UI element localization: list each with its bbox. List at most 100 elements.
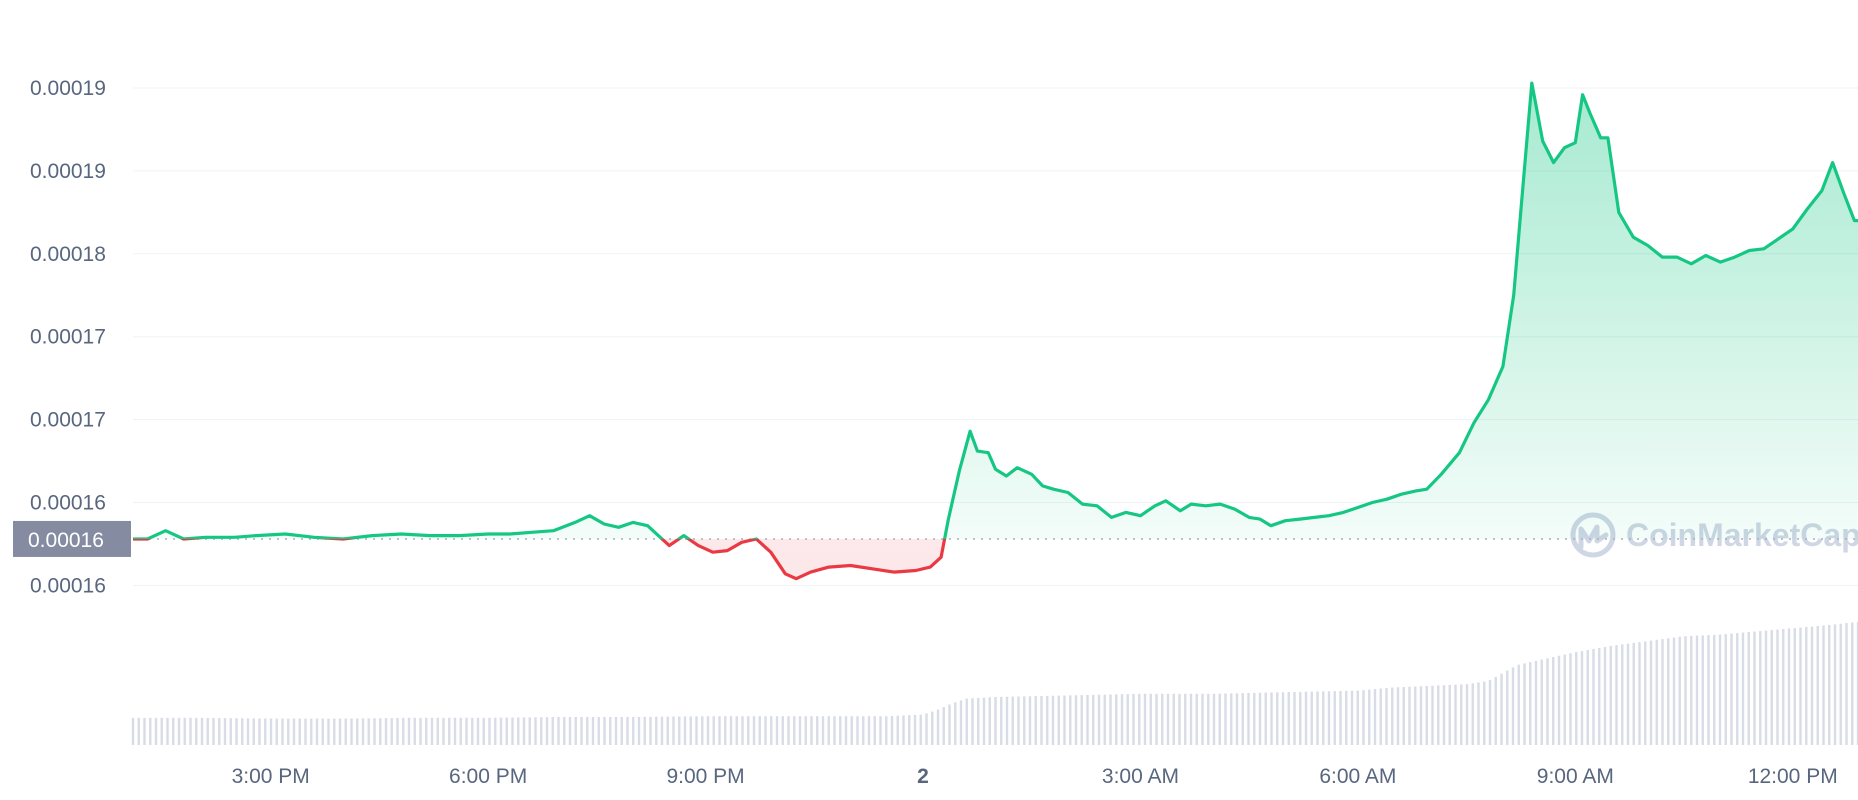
y-tick-label: 0.00016 <box>30 491 106 514</box>
volume-bar <box>1138 693 1141 745</box>
volume-bar <box>1488 680 1492 745</box>
volume-bar <box>1494 676 1497 745</box>
volume-bar <box>1523 663 1526 745</box>
volume-bar <box>379 718 382 745</box>
volume-bar <box>1201 693 1204 745</box>
x-tick-label: 3:00 PM <box>232 765 310 788</box>
volume-bar <box>1649 640 1653 745</box>
volume-bar <box>1759 631 1762 745</box>
volume-bar <box>373 718 376 745</box>
volume-bar <box>568 717 572 745</box>
volume-bar <box>1126 694 1129 745</box>
volume-bar <box>189 717 192 745</box>
y-tick-label: 0.00018 <box>30 243 106 266</box>
volume-bar <box>1184 693 1187 745</box>
line-above-baseline <box>133 81 1858 539</box>
volume-bar <box>1425 685 1428 745</box>
volume-bar <box>1327 691 1331 745</box>
volume-bar <box>1195 693 1198 745</box>
volume-bar <box>1511 667 1515 745</box>
volume-bar <box>131 717 135 745</box>
volume-bar <box>1661 639 1664 745</box>
price-area <box>133 83 1858 579</box>
volume-bar <box>597 717 600 745</box>
volume-bar <box>275 718 278 745</box>
volume-bar <box>1212 693 1216 745</box>
volume-bar <box>1063 695 1066 745</box>
volume-bar <box>356 718 359 745</box>
volume-bar <box>143 717 146 745</box>
volume-bar <box>1373 689 1377 745</box>
baseline-badge-box <box>13 520 131 557</box>
volume-bar <box>310 718 313 745</box>
volume-bar <box>1603 646 1607 745</box>
volume-bar <box>885 716 888 745</box>
volume-bar <box>436 717 439 745</box>
volume-bar <box>1057 695 1060 745</box>
volume-bar <box>816 716 819 745</box>
volume-bar <box>1684 636 1687 745</box>
volume-bar <box>442 717 445 745</box>
volume-bar <box>839 716 842 745</box>
volume-bar <box>1540 659 1543 745</box>
volume-bar <box>1776 629 1779 745</box>
volume-bar <box>1086 694 1089 745</box>
volume-bar <box>695 716 698 745</box>
baseline-badge: 0.00016 <box>13 520 131 557</box>
volume-bar <box>1287 692 1290 745</box>
volume-bar <box>890 715 894 745</box>
volume-bar <box>850 716 853 745</box>
volume-bar <box>971 698 974 745</box>
volume-bar <box>229 718 232 745</box>
volume-bar <box>177 717 181 745</box>
volume-bar <box>764 716 767 745</box>
volume-bar <box>867 716 871 745</box>
volume-bar <box>218 718 221 745</box>
volume-bar <box>643 716 646 745</box>
volume-bar <box>931 711 934 745</box>
volume-bar <box>264 718 267 745</box>
volume-bar <box>1552 657 1555 745</box>
volume-bar <box>1557 655 1561 745</box>
volume-bar <box>1345 690 1348 745</box>
volume-bar <box>1178 693 1181 745</box>
volume-bar <box>1575 652 1578 745</box>
volume-bar <box>1442 685 1446 745</box>
volume-bar <box>821 716 825 745</box>
volume-bar <box>1189 693 1193 745</box>
volume-bar <box>632 716 635 745</box>
volume-bar <box>304 718 307 745</box>
volume-bar <box>298 718 301 745</box>
volume-bar <box>637 716 641 745</box>
volume-bar <box>660 716 664 745</box>
volume-bar <box>1655 639 1658 745</box>
volume-bar <box>735 716 738 745</box>
volume-bar <box>775 716 779 745</box>
volume-bar <box>476 717 480 745</box>
volume-bar <box>557 717 560 745</box>
volume-bar <box>701 716 704 745</box>
x-tick-label: 9:00 AM <box>1537 765 1614 788</box>
volume-bar <box>586 717 589 745</box>
volume-bar <box>235 718 238 745</box>
volume-bar <box>1247 693 1250 745</box>
volume-bar <box>1264 692 1267 745</box>
volume-bar <box>252 718 255 745</box>
volume-bar <box>241 718 244 745</box>
volume-bar <box>160 717 163 745</box>
volume-bar <box>1787 628 1791 745</box>
volume-bar <box>1310 691 1313 745</box>
volume-bar <box>948 704 951 745</box>
volume-bar <box>1833 624 1837 745</box>
volume-bar <box>896 715 899 745</box>
volume-bar <box>488 717 491 745</box>
volume-bar <box>1299 691 1302 745</box>
volume-bar <box>1391 687 1394 745</box>
volume-bar <box>609 717 612 745</box>
volume-bar <box>752 716 756 745</box>
volume-bar <box>844 716 848 745</box>
volume-bar <box>718 716 721 745</box>
volume-bar <box>1534 660 1538 745</box>
volume-bar <box>982 697 986 745</box>
